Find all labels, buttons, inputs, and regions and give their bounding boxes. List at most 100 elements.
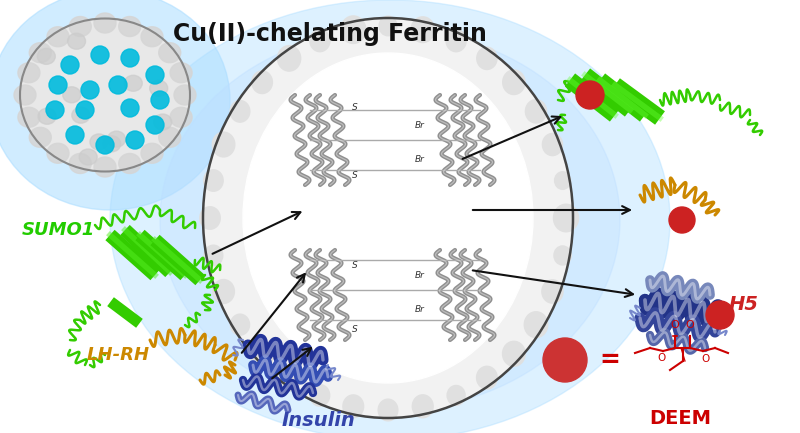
Circle shape: [96, 136, 114, 154]
Ellipse shape: [90, 134, 108, 150]
Ellipse shape: [278, 45, 301, 71]
Ellipse shape: [141, 27, 163, 47]
Ellipse shape: [38, 108, 56, 124]
Text: H5: H5: [729, 295, 759, 314]
Circle shape: [91, 46, 109, 64]
Ellipse shape: [70, 16, 91, 36]
Circle shape: [46, 101, 64, 119]
Ellipse shape: [502, 70, 525, 94]
Text: S: S: [352, 326, 358, 335]
Circle shape: [76, 101, 94, 119]
Circle shape: [151, 91, 169, 109]
Ellipse shape: [526, 100, 546, 123]
Ellipse shape: [343, 395, 364, 418]
Ellipse shape: [67, 33, 86, 49]
Ellipse shape: [118, 16, 141, 36]
Ellipse shape: [141, 143, 163, 163]
Text: O: O: [701, 354, 709, 364]
Ellipse shape: [341, 16, 366, 43]
Text: Br: Br: [415, 271, 425, 279]
Ellipse shape: [230, 314, 250, 335]
Ellipse shape: [477, 366, 498, 389]
Ellipse shape: [18, 63, 40, 83]
Circle shape: [61, 56, 79, 74]
Ellipse shape: [447, 385, 465, 405]
Text: O: O: [686, 320, 694, 330]
Circle shape: [109, 76, 127, 94]
Text: DEEM: DEEM: [649, 408, 711, 427]
Ellipse shape: [94, 157, 116, 177]
Text: O: O: [657, 353, 665, 363]
Ellipse shape: [72, 107, 90, 123]
Circle shape: [81, 81, 99, 99]
Ellipse shape: [0, 0, 230, 210]
Ellipse shape: [554, 172, 570, 189]
Text: Br: Br: [415, 306, 425, 314]
Ellipse shape: [38, 48, 55, 65]
Ellipse shape: [70, 153, 91, 174]
Ellipse shape: [79, 149, 97, 165]
Ellipse shape: [412, 395, 433, 418]
Ellipse shape: [107, 131, 126, 147]
Ellipse shape: [277, 364, 302, 391]
Text: S: S: [352, 261, 358, 269]
Ellipse shape: [62, 87, 81, 103]
Ellipse shape: [502, 341, 526, 366]
Circle shape: [126, 131, 144, 149]
Circle shape: [121, 99, 139, 117]
Circle shape: [146, 66, 164, 84]
Ellipse shape: [542, 133, 562, 155]
Ellipse shape: [243, 53, 533, 383]
Text: =: =: [599, 348, 621, 372]
Ellipse shape: [174, 85, 196, 105]
Ellipse shape: [524, 312, 548, 338]
Ellipse shape: [477, 47, 497, 70]
Ellipse shape: [230, 100, 250, 122]
Circle shape: [49, 76, 67, 94]
Ellipse shape: [379, 16, 397, 36]
Ellipse shape: [170, 107, 192, 127]
Ellipse shape: [554, 204, 578, 232]
Ellipse shape: [554, 246, 571, 265]
Text: S: S: [352, 171, 358, 180]
Ellipse shape: [30, 43, 51, 63]
Ellipse shape: [150, 80, 168, 96]
Ellipse shape: [204, 170, 223, 191]
Ellipse shape: [411, 17, 434, 42]
Ellipse shape: [118, 153, 141, 174]
Ellipse shape: [47, 27, 69, 47]
Ellipse shape: [310, 29, 330, 52]
Ellipse shape: [204, 245, 223, 266]
Ellipse shape: [158, 43, 181, 63]
Ellipse shape: [200, 207, 220, 229]
Ellipse shape: [47, 143, 69, 163]
Text: LH-RH: LH-RH: [86, 346, 150, 364]
Ellipse shape: [203, 18, 573, 418]
Ellipse shape: [30, 127, 51, 147]
Ellipse shape: [160, 30, 620, 410]
Circle shape: [121, 49, 139, 67]
Text: S: S: [352, 103, 358, 113]
Ellipse shape: [154, 114, 172, 130]
Circle shape: [706, 301, 734, 329]
Ellipse shape: [20, 19, 190, 171]
Circle shape: [669, 207, 695, 233]
Ellipse shape: [446, 29, 466, 52]
Ellipse shape: [212, 132, 235, 157]
Text: SUMO1: SUMO1: [22, 221, 94, 239]
Circle shape: [543, 338, 587, 382]
Circle shape: [66, 126, 84, 144]
Ellipse shape: [18, 107, 40, 127]
Ellipse shape: [542, 280, 563, 303]
Text: O: O: [670, 320, 679, 330]
Ellipse shape: [170, 63, 192, 83]
Ellipse shape: [94, 13, 116, 33]
Ellipse shape: [213, 280, 234, 304]
Ellipse shape: [14, 85, 36, 105]
Circle shape: [576, 81, 604, 109]
Ellipse shape: [250, 341, 274, 367]
Text: Br: Br: [415, 120, 425, 129]
Ellipse shape: [378, 399, 398, 421]
Ellipse shape: [124, 75, 142, 91]
Ellipse shape: [110, 0, 670, 433]
